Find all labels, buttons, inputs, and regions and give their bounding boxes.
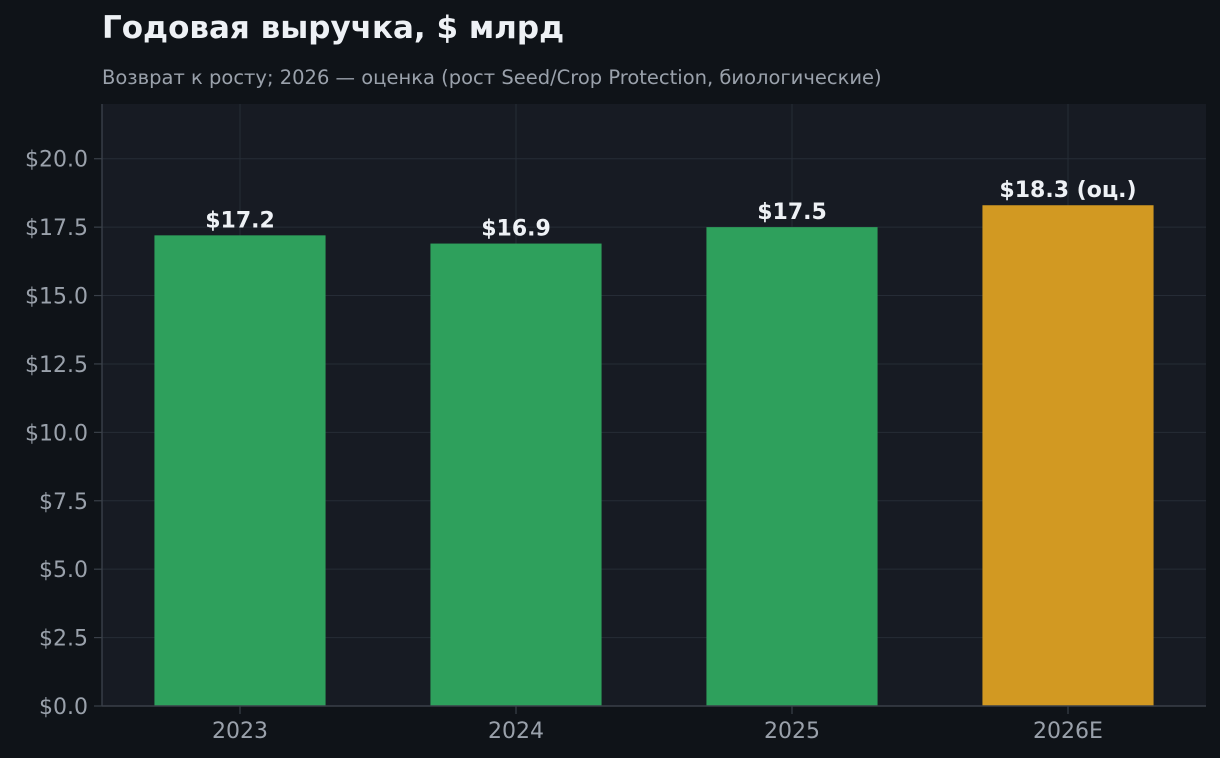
bar-value-label: $16.9 — [481, 217, 551, 242]
x-tick-label: 2023 — [212, 719, 268, 744]
bar-estimate — [982, 205, 1154, 706]
y-tick-label: $15.0 — [25, 285, 88, 310]
chart-subtitle: Возврат к росту; 2026 — оценка (рост See… — [102, 66, 882, 89]
y-tick-label: $12.5 — [25, 353, 88, 378]
y-tick-label: $5.0 — [39, 558, 88, 583]
axis-lines — [101, 104, 1206, 707]
y-axis: $0.0 $2.5 $5.0 $7.5 $10.0 $12.5 $15.0 $17.5 $20.… — [25, 148, 102, 720]
bar — [706, 227, 878, 707]
y-tick-label: $2.5 — [39, 627, 88, 652]
bar — [154, 235, 326, 706]
bar-value-label: $18.3 (оц.) — [999, 178, 1136, 203]
x-tick-label: 2024 — [488, 719, 544, 744]
y-tick-label: $0.0 — [39, 695, 88, 720]
bar — [430, 243, 602, 706]
y-tick-label: $7.5 — [39, 490, 88, 515]
x-axis: 2023 2024 2025 2026E — [212, 706, 1103, 744]
data-labels: $17.2 $16.9 $17.5 $18.3 (оц.) — [205, 178, 1136, 241]
chart-title: Годовая выручка, $ млрд — [102, 10, 564, 46]
bar-value-label: $17.5 — [757, 200, 827, 225]
y-tick-label: $20.0 — [25, 148, 88, 173]
x-tick-label: 2025 — [764, 719, 820, 744]
y-tick-label: $10.0 — [25, 421, 88, 446]
x-tick-label: 2026E — [1033, 719, 1103, 744]
bar-value-label: $17.2 — [205, 208, 275, 233]
bar-series — [154, 205, 1154, 707]
y-tick-label: $17.5 — [25, 216, 88, 241]
